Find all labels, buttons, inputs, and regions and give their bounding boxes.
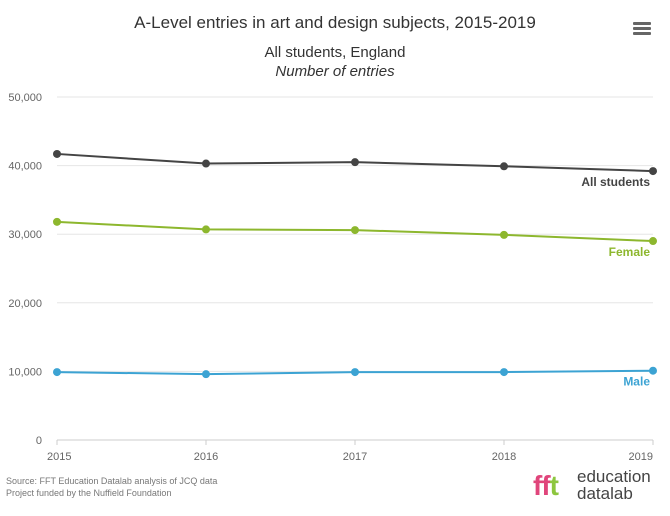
x-tick-label: 2019 bbox=[629, 451, 653, 463]
data-point-female bbox=[53, 217, 61, 226]
y-tick-label: 30,000 bbox=[8, 229, 42, 241]
data-point-male bbox=[500, 368, 508, 377]
data-point-male bbox=[649, 366, 657, 375]
subtitle-line: All students, England bbox=[264, 44, 406, 61]
series-label-all-students: All students bbox=[581, 175, 650, 189]
series-label-male: Male bbox=[623, 375, 650, 389]
funding-line: Project funded by the Nuffield Foundatio… bbox=[6, 488, 172, 498]
data-point-all-students bbox=[649, 167, 657, 176]
fft-education-datalab-logo: fft education datalab bbox=[533, 466, 663, 506]
y-tick-label: 10,000 bbox=[8, 366, 42, 378]
chart-subtitle: All students, England Number of entries bbox=[0, 43, 670, 81]
data-point-all-students bbox=[53, 149, 61, 158]
subtitle-measure: Number of entries bbox=[275, 63, 395, 80]
line-chart: 0 10,000 20,000 30,000 40,000 50,000 2015 2016… bbox=[8, 92, 657, 463]
source-line: Source: FFT Education Datalab analysis o… bbox=[6, 476, 218, 486]
data-point-male bbox=[202, 370, 210, 379]
chart-title: A-Level entries in art and design subjec… bbox=[134, 13, 536, 32]
data-point-all-students bbox=[351, 158, 359, 167]
y-tick-label: 0 bbox=[36, 435, 42, 447]
data-point-female bbox=[500, 230, 508, 239]
logo-text: education datalab bbox=[577, 467, 651, 503]
data-point-female bbox=[351, 226, 359, 235]
y-tick-label: 40,000 bbox=[8, 161, 42, 173]
data-point-male bbox=[53, 368, 61, 377]
x-tick-label: 2016 bbox=[194, 451, 218, 463]
data-point-female bbox=[202, 225, 210, 234]
data-point-male bbox=[351, 368, 359, 377]
series-label-female: Female bbox=[609, 245, 651, 259]
data-point-all-students bbox=[202, 159, 210, 168]
x-tick-label: 2015 bbox=[47, 451, 71, 463]
x-tick-label: 2018 bbox=[492, 451, 516, 463]
source-credit: Source: FFT Education Datalab analysis o… bbox=[6, 475, 217, 499]
data-point-all-students bbox=[500, 162, 508, 171]
y-tick-label: 50,000 bbox=[8, 92, 42, 104]
y-tick-label: 20,000 bbox=[8, 298, 42, 310]
data-point-female bbox=[649, 237, 657, 246]
logo-mark: fft bbox=[533, 470, 559, 501]
hamburger-menu-icon[interactable] bbox=[633, 22, 651, 36]
x-tick-label: 2017 bbox=[343, 451, 367, 463]
